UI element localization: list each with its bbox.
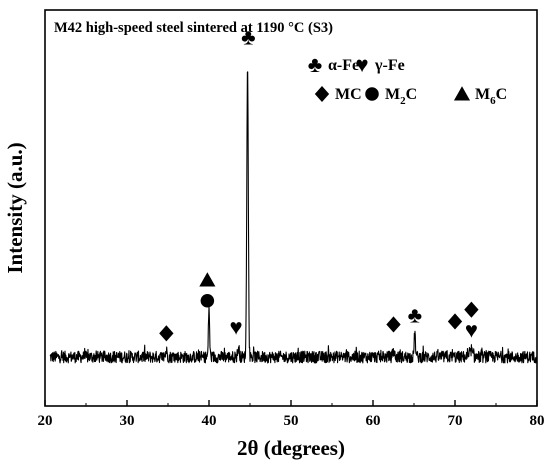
x-tick-label-80: 80 bbox=[530, 413, 545, 429]
legend-heart-icon: ♥ bbox=[355, 52, 368, 77]
legend-circle-icon bbox=[365, 87, 379, 101]
x-tick-label-50: 50 bbox=[284, 413, 299, 429]
x-axis-label: 2θ (degrees) bbox=[237, 436, 345, 460]
x-axis-ticks bbox=[44, 400, 538, 406]
peak-marker-heart-icon: ♥ bbox=[465, 318, 478, 343]
peak-marker-club-icon: ♣ bbox=[408, 303, 423, 328]
legend-label-1: γ-Fe bbox=[374, 57, 405, 74]
peak-marker-triangle-icon bbox=[199, 272, 216, 287]
x-tick-label-30: 30 bbox=[120, 413, 135, 429]
plot-frame bbox=[44, 9, 538, 407]
chart-title: M42 high-speed steel sintered at 1190 °C… bbox=[54, 20, 333, 36]
peak-marker-diamond-icon bbox=[386, 316, 401, 333]
peak-marker-club-icon: ♣ bbox=[241, 24, 256, 49]
legend-label-0: α-Fe bbox=[328, 57, 359, 74]
legend: ♣ α-Fe♥ γ-Fe MC M2C M6C bbox=[308, 52, 507, 107]
legend-diamond-icon bbox=[314, 85, 330, 103]
peak-marker-circle-icon bbox=[200, 294, 215, 308]
peak-marker-heart-icon: ♥ bbox=[229, 315, 242, 340]
peak-markers: ♣ ♥ ♣ ♥ bbox=[159, 24, 479, 343]
peak-marker-diamond-icon bbox=[447, 313, 463, 330]
legend-label-2: MC bbox=[335, 86, 362, 103]
x-axis-tick-labels: 20 30 40 50 60 70 80 bbox=[38, 413, 545, 429]
x-tick-label-70: 70 bbox=[448, 413, 463, 429]
legend-label-4: M6C bbox=[475, 86, 507, 107]
legend-triangle-icon bbox=[453, 86, 471, 101]
xrd-pattern-line bbox=[49, 71, 538, 364]
legend-label-3: M2C bbox=[385, 86, 417, 107]
y-axis-label: Intensity (a.u.) bbox=[3, 142, 27, 273]
x-tick-label-60: 60 bbox=[366, 413, 381, 429]
x-tick-label-20: 20 bbox=[38, 413, 53, 429]
legend-club-icon: ♣ bbox=[308, 52, 323, 77]
x-tick-label-40: 40 bbox=[202, 413, 217, 429]
peak-marker-diamond-icon bbox=[464, 301, 479, 318]
peak-marker-diamond-icon bbox=[159, 325, 174, 342]
